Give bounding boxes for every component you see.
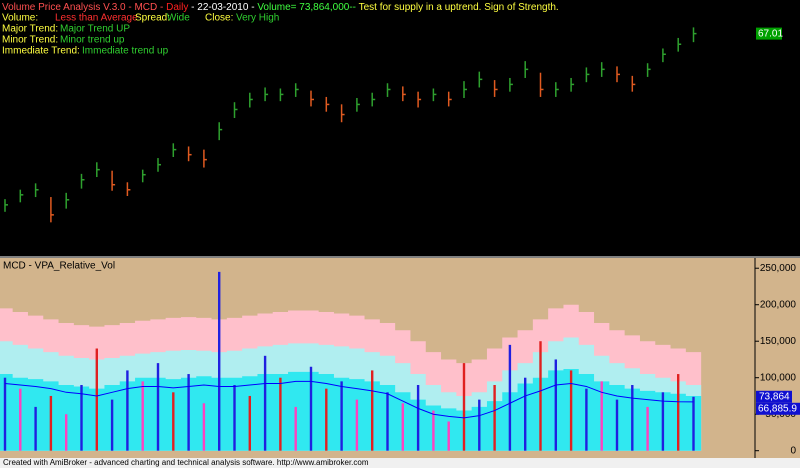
volume-bar xyxy=(49,395,53,451)
volume-bar xyxy=(524,377,527,451)
average-line xyxy=(4,380,694,419)
volume-bar xyxy=(661,392,665,451)
last-average-box xyxy=(756,402,800,415)
y-tick-label: 150,000 xyxy=(760,336,797,347)
volume-bar xyxy=(493,385,496,451)
volume-bar xyxy=(218,271,221,451)
volume-bar xyxy=(187,374,190,451)
volume-bar xyxy=(371,370,374,451)
info-text: Volume: xyxy=(2,13,38,24)
info-text: Spread: xyxy=(135,13,170,24)
price-panel xyxy=(0,0,800,256)
volume-bar xyxy=(202,403,206,451)
volume-bar xyxy=(263,355,267,451)
volume-bar xyxy=(248,395,251,451)
last-close-label: 67.01 xyxy=(758,28,783,39)
volume-bar xyxy=(233,385,236,451)
footer-bg xyxy=(0,458,800,468)
title-segment: Volume Price Analysis V.3.0 - MCD - xyxy=(2,2,166,13)
volume-bar xyxy=(141,381,144,451)
volume-bar xyxy=(646,406,649,451)
volume-bar xyxy=(401,403,404,451)
volume-bar xyxy=(279,377,282,451)
volume-title: MCD - VPA_Relative_Vol xyxy=(3,261,115,272)
info-text: Very High xyxy=(236,13,279,24)
last-average-label: 66,885.9 xyxy=(758,403,797,414)
volume-bar xyxy=(386,392,389,451)
title-segment: - 22-03-2010 - xyxy=(188,2,257,13)
volume-bar xyxy=(432,410,435,451)
chart-title: Volume Price Analysis V.3.0 - MCD - Dail… xyxy=(2,2,559,13)
last-volume-label: 73,864 xyxy=(759,391,790,402)
y-tick-label: 200,000 xyxy=(760,299,797,310)
volume-bar xyxy=(508,344,512,451)
title-segment: Test for supply in a uptrend. Sign of St… xyxy=(356,2,559,13)
volume-bar xyxy=(110,399,114,451)
info-text: Minor trend up xyxy=(60,35,125,46)
volume-bar xyxy=(3,377,7,451)
info-text: Minor Trend: xyxy=(2,35,58,46)
info-text: Immediate Trend: xyxy=(2,46,80,57)
info-text: Less than Average xyxy=(55,13,138,24)
volume-bar xyxy=(294,406,297,451)
volume-bar xyxy=(416,385,420,451)
panel-divider xyxy=(0,256,800,258)
info-text: Immediate trend up xyxy=(82,46,169,57)
footer: Created with AmiBroker - advanced charti… xyxy=(3,458,369,467)
title-segment: Volume= 73,864,000-- xyxy=(257,2,356,13)
volume-bar xyxy=(325,388,328,451)
volume-bar xyxy=(677,374,680,451)
volume-bar xyxy=(65,414,68,451)
y-tick-label: 250,000 xyxy=(760,263,797,274)
volume-bar xyxy=(554,359,557,451)
y-tick-label: 100,000 xyxy=(760,372,797,383)
volume-bar xyxy=(692,396,695,451)
volume-bar xyxy=(340,381,343,451)
volume-bar xyxy=(585,388,588,451)
volume-bar xyxy=(569,370,573,451)
volume-bar xyxy=(447,421,450,451)
info-text: Wide xyxy=(167,13,190,24)
info-text: Major Trend UP xyxy=(60,24,130,35)
volume-bar xyxy=(615,399,619,451)
volume-bar xyxy=(95,348,98,451)
volume-bar xyxy=(172,392,175,451)
volume-bar xyxy=(34,406,37,451)
volume-bar xyxy=(80,385,83,451)
volume-bar xyxy=(539,341,542,451)
info-text: Close: xyxy=(205,13,233,24)
title-segment: Daily xyxy=(166,2,188,13)
y-tick-label: 0 xyxy=(790,445,796,456)
last-volume-box xyxy=(756,390,792,403)
volume-bar xyxy=(355,399,359,451)
last-close-box xyxy=(756,27,782,40)
volume-bar xyxy=(156,363,160,451)
volume-bar xyxy=(600,381,603,451)
volume-bar xyxy=(126,370,129,451)
info-text: Major Trend: xyxy=(2,24,58,35)
volume-bar xyxy=(478,399,481,451)
volume-bar xyxy=(462,363,466,451)
volume-bar xyxy=(631,385,634,451)
volume-bar xyxy=(309,366,313,451)
volume-bar xyxy=(19,388,22,451)
